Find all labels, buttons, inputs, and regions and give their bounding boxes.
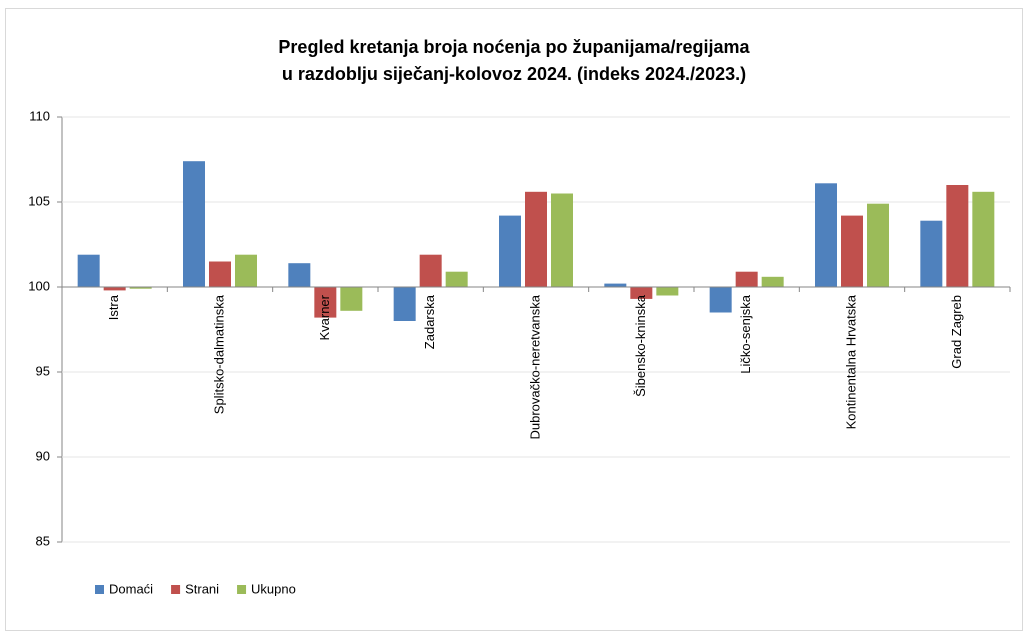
x-tick-label: Kvarner bbox=[317, 294, 332, 340]
x-tick-label: Grad Zagreb bbox=[949, 295, 964, 369]
bar bbox=[499, 215, 521, 287]
bar bbox=[103, 287, 126, 291]
chart-title: u razdoblju siječanj-kolovoz 2024. (inde… bbox=[282, 64, 746, 84]
bar bbox=[393, 287, 416, 321]
bar bbox=[841, 215, 863, 287]
bar bbox=[867, 203, 889, 287]
bar bbox=[209, 261, 231, 287]
bar bbox=[972, 191, 995, 287]
bar bbox=[314, 287, 337, 318]
legend-swatch bbox=[95, 585, 104, 594]
chart-border bbox=[5, 8, 1023, 631]
bar bbox=[656, 287, 679, 296]
y-tick-label: 110 bbox=[29, 108, 50, 123]
x-tick-label: Šibensko-kninska bbox=[633, 294, 648, 397]
x-tick-label: Splitsko-dalmatinska bbox=[211, 294, 226, 414]
bar bbox=[129, 287, 152, 289]
x-tick-label: Kontinentalna Hrvatska bbox=[843, 294, 858, 429]
bar bbox=[946, 185, 969, 287]
y-tick-label: 85 bbox=[36, 533, 50, 548]
bar bbox=[419, 254, 442, 287]
bar bbox=[630, 287, 653, 299]
y-tick-label: 90 bbox=[36, 448, 50, 463]
bar bbox=[77, 254, 100, 287]
y-tick-label: 100 bbox=[28, 278, 50, 293]
bar bbox=[288, 263, 311, 287]
bar bbox=[235, 254, 257, 287]
x-tick-label: Istra bbox=[106, 294, 121, 320]
bar bbox=[445, 271, 468, 287]
x-tick-label: Dubrovačko-neretvanska bbox=[527, 294, 542, 439]
bar bbox=[920, 220, 943, 287]
y-tick-label: 105 bbox=[28, 193, 50, 208]
bar bbox=[551, 193, 573, 287]
legend-label: Domaći bbox=[109, 581, 153, 596]
chart-title: Pregled kretanja broja noćenja po župani… bbox=[278, 37, 750, 57]
bar bbox=[815, 183, 837, 287]
x-tick-label: Ličko-senjska bbox=[738, 294, 753, 374]
bar bbox=[735, 271, 758, 287]
legend-label: Strani bbox=[185, 581, 219, 596]
bar bbox=[525, 191, 547, 287]
bar bbox=[709, 287, 732, 313]
bar bbox=[340, 287, 363, 311]
legend-swatch bbox=[237, 585, 247, 594]
bar bbox=[183, 161, 205, 287]
legend-label: Ukupno bbox=[251, 581, 296, 596]
bar bbox=[604, 283, 627, 287]
y-tick-label: 95 bbox=[36, 363, 50, 378]
x-tick-label: Zadarska bbox=[422, 294, 437, 349]
legend-swatch bbox=[171, 585, 181, 594]
bar bbox=[761, 276, 784, 287]
